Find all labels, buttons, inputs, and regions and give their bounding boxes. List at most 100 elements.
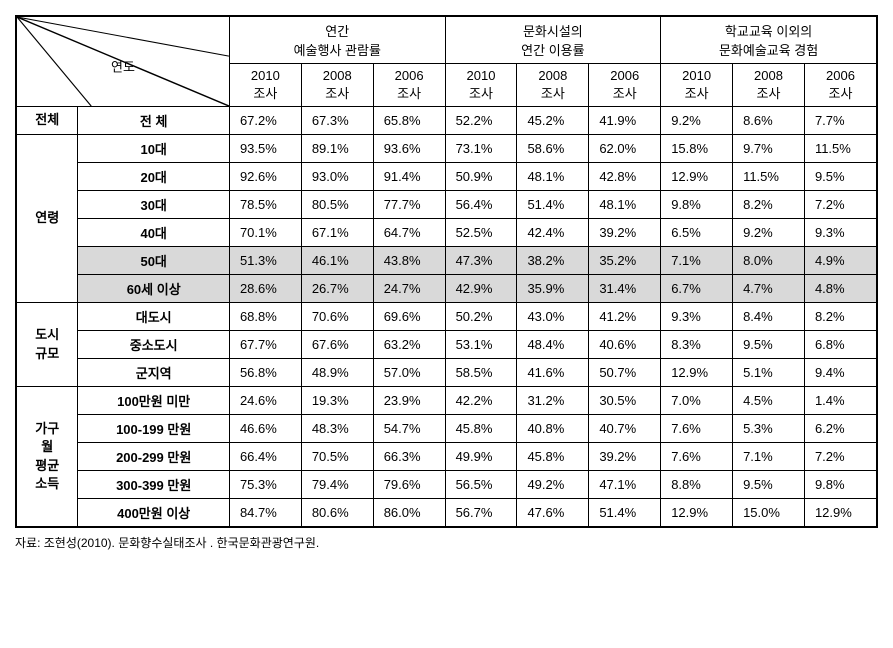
data-cell: 9.5% [733, 331, 805, 359]
table-row: 40대70.1%67.1%64.7%52.5%42.4%39.2%6.5%9.2… [16, 219, 877, 247]
data-cell: 40.8% [517, 415, 589, 443]
data-cell: 41.2% [589, 303, 661, 331]
table-container: 연도연간예술행사 관람률문화시설의연간 이용률학교교육 이외의문화예술교육 경험… [15, 15, 878, 551]
data-cell: 4.7% [733, 275, 805, 303]
data-cell: 1.4% [804, 387, 877, 415]
data-cell: 67.1% [301, 219, 373, 247]
data-cell: 70.1% [229, 219, 301, 247]
table-row: 군지역56.8%48.9%57.0%58.5%41.6%50.7%12.9%5.… [16, 359, 877, 387]
data-cell: 11.5% [733, 163, 805, 191]
data-cell: 48.3% [301, 415, 373, 443]
data-cell: 12.9% [661, 499, 733, 528]
data-cell: 75.3% [229, 471, 301, 499]
data-cell: 42.4% [517, 219, 589, 247]
data-cell: 67.6% [301, 331, 373, 359]
data-cell: 84.7% [229, 499, 301, 528]
year-header-2-1: 2008조사 [733, 64, 805, 107]
data-cell: 12.9% [661, 359, 733, 387]
data-cell: 56.5% [445, 471, 517, 499]
data-cell: 79.6% [373, 471, 445, 499]
data-cell: 35.2% [589, 247, 661, 275]
group-header-2: 학교교육 이외의문화예술교육 경험 [661, 16, 877, 64]
data-cell: 9.8% [661, 191, 733, 219]
table-row: 가구월평균소득100만원 미만24.6%19.3%23.9%42.2%31.2%… [16, 387, 877, 415]
data-cell: 7.1% [733, 443, 805, 471]
data-cell: 79.4% [301, 471, 373, 499]
table-row: 100-199 만원46.6%48.3%54.7%45.8%40.8%40.7%… [16, 415, 877, 443]
data-cell: 42.2% [445, 387, 517, 415]
data-cell: 51.3% [229, 247, 301, 275]
year-header-1-2: 2006조사 [589, 64, 661, 107]
data-cell: 24.7% [373, 275, 445, 303]
data-cell: 5.3% [733, 415, 805, 443]
data-cell: 56.7% [445, 499, 517, 528]
data-cell: 47.1% [589, 471, 661, 499]
data-cell: 45.8% [445, 415, 517, 443]
data-cell: 45.8% [517, 443, 589, 471]
table-row: 20대92.6%93.0%91.4%50.9%48.1%42.8%12.9%11… [16, 163, 877, 191]
data-cell: 9.5% [733, 471, 805, 499]
data-cell: 19.3% [301, 387, 373, 415]
diagonal-header: 연도 [16, 16, 229, 107]
section-category-2: 도시규모 [16, 303, 78, 387]
data-cell: 47.6% [517, 499, 589, 528]
data-cell: 89.1% [301, 135, 373, 163]
data-cell: 80.5% [301, 191, 373, 219]
data-cell: 7.6% [661, 415, 733, 443]
data-cell: 9.2% [733, 219, 805, 247]
year-header-1-0: 2010조사 [445, 64, 517, 107]
data-cell: 49.2% [517, 471, 589, 499]
data-cell: 91.4% [373, 163, 445, 191]
year-header-2-2: 2006조사 [804, 64, 877, 107]
row-label: 10대 [78, 135, 230, 163]
data-cell: 77.7% [373, 191, 445, 219]
data-cell: 28.6% [229, 275, 301, 303]
data-cell: 65.8% [373, 107, 445, 135]
data-cell: 31.4% [589, 275, 661, 303]
row-label: 30대 [78, 191, 230, 219]
data-cell: 41.6% [517, 359, 589, 387]
data-cell: 56.8% [229, 359, 301, 387]
row-label: 60세 이상 [78, 275, 230, 303]
data-cell: 58.5% [445, 359, 517, 387]
data-cell: 7.6% [661, 443, 733, 471]
row-label: 200-299 만원 [78, 443, 230, 471]
data-cell: 35.9% [517, 275, 589, 303]
table-row: 200-299 만원66.4%70.5%66.3%49.9%45.8%39.2%… [16, 443, 877, 471]
data-cell: 9.4% [804, 359, 877, 387]
data-cell: 45.2% [517, 107, 589, 135]
table-row: 연령10대93.5%89.1%93.6%73.1%58.6%62.0%15.8%… [16, 135, 877, 163]
data-cell: 48.4% [517, 331, 589, 359]
data-cell: 93.5% [229, 135, 301, 163]
data-cell: 9.7% [733, 135, 805, 163]
data-cell: 39.2% [589, 219, 661, 247]
data-cell: 48.1% [589, 191, 661, 219]
data-table: 연도연간예술행사 관람률문화시설의연간 이용률학교교육 이외의문화예술교육 경험… [15, 15, 878, 528]
row-label: 100-199 만원 [78, 415, 230, 443]
data-cell: 47.3% [445, 247, 517, 275]
source-citation: 자료: 조현성(2010). 문화향수실태조사 . 한국문화관광연구원. [15, 534, 878, 551]
data-cell: 5.1% [733, 359, 805, 387]
data-cell: 30.5% [589, 387, 661, 415]
table-row: 도시규모대도시68.8%70.6%69.6%50.2%43.0%41.2%9.3… [16, 303, 877, 331]
year-header-0-2: 2006조사 [373, 64, 445, 107]
data-cell: 8.6% [733, 107, 805, 135]
row-label: 20대 [78, 163, 230, 191]
data-cell: 56.4% [445, 191, 517, 219]
data-cell: 9.8% [804, 471, 877, 499]
data-cell: 54.7% [373, 415, 445, 443]
data-cell: 64.7% [373, 219, 445, 247]
data-cell: 23.9% [373, 387, 445, 415]
table-row: 중소도시67.7%67.6%63.2%53.1%48.4%40.6%8.3%9.… [16, 331, 877, 359]
row-label: 중소도시 [78, 331, 230, 359]
year-header-1-1: 2008조사 [517, 64, 589, 107]
data-cell: 42.9% [445, 275, 517, 303]
data-cell: 73.1% [445, 135, 517, 163]
group-header-1: 문화시설의연간 이용률 [445, 16, 661, 64]
data-cell: 4.9% [804, 247, 877, 275]
data-cell: 24.6% [229, 387, 301, 415]
data-cell: 7.0% [661, 387, 733, 415]
data-cell: 80.6% [301, 499, 373, 528]
data-cell: 46.6% [229, 415, 301, 443]
year-header-0-1: 2008조사 [301, 64, 373, 107]
